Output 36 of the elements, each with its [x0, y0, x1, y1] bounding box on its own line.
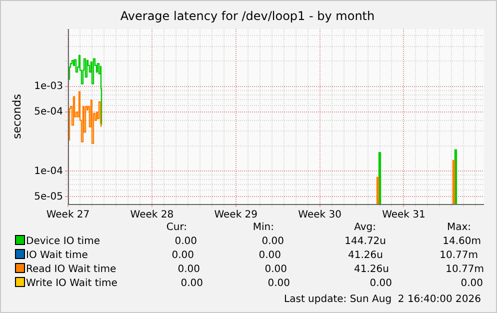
x-tick-label: Week 29 — [214, 210, 258, 221]
text: Cur: — [166, 221, 187, 235]
legend-label: IO Wait time — [25, 249, 88, 263]
text: 0.00 — [370, 277, 392, 291]
y-tick-label: 5e-05 — [34, 191, 63, 202]
text: 10.77m — [446, 263, 484, 277]
legend-label: Read IO Wait time — [25, 263, 116, 277]
x-tick-label: Week 30 — [298, 210, 342, 221]
y-tick-label: 1e-04 — [34, 166, 63, 177]
text: 0.00 — [174, 235, 197, 249]
text: Max: — [446, 221, 471, 235]
legend-label: Write IO Wait time — [25, 277, 118, 291]
y-tick-label: 5e-04 — [34, 106, 63, 118]
text: 0.00 — [178, 263, 200, 277]
y-tick-label: 1e-03 — [34, 81, 63, 92]
chart-title: Average latency for /dev/loop1 - by month — [120, 8, 375, 23]
text: 41.26u — [348, 249, 383, 263]
x-tick-label: Week 31 — [382, 210, 426, 221]
y-axis-title: seconds — [10, 94, 24, 139]
text: 0.00 — [172, 249, 194, 263]
text: 0.00 — [264, 263, 287, 277]
text: 0.00 — [262, 235, 284, 249]
text: 0.00 — [460, 277, 483, 291]
x-tick-label: Week 28 — [130, 210, 174, 221]
text: 0.00 — [268, 277, 290, 291]
text: 0.00 — [258, 249, 281, 263]
text: 0.00 — [180, 277, 203, 291]
x-tick-label: Week 27 — [46, 210, 90, 221]
text: 10.77m — [440, 249, 478, 263]
text: 144.72u — [344, 235, 386, 249]
text: 41.26u — [354, 263, 389, 277]
text: Last update: Sun Aug 2 16:40:00 2026 — [284, 293, 481, 307]
text: Avg: — [354, 221, 376, 235]
legend-label: Device IO time — [25, 235, 100, 249]
text: Min: — [252, 221, 274, 235]
text: 14.60m — [442, 235, 481, 249]
